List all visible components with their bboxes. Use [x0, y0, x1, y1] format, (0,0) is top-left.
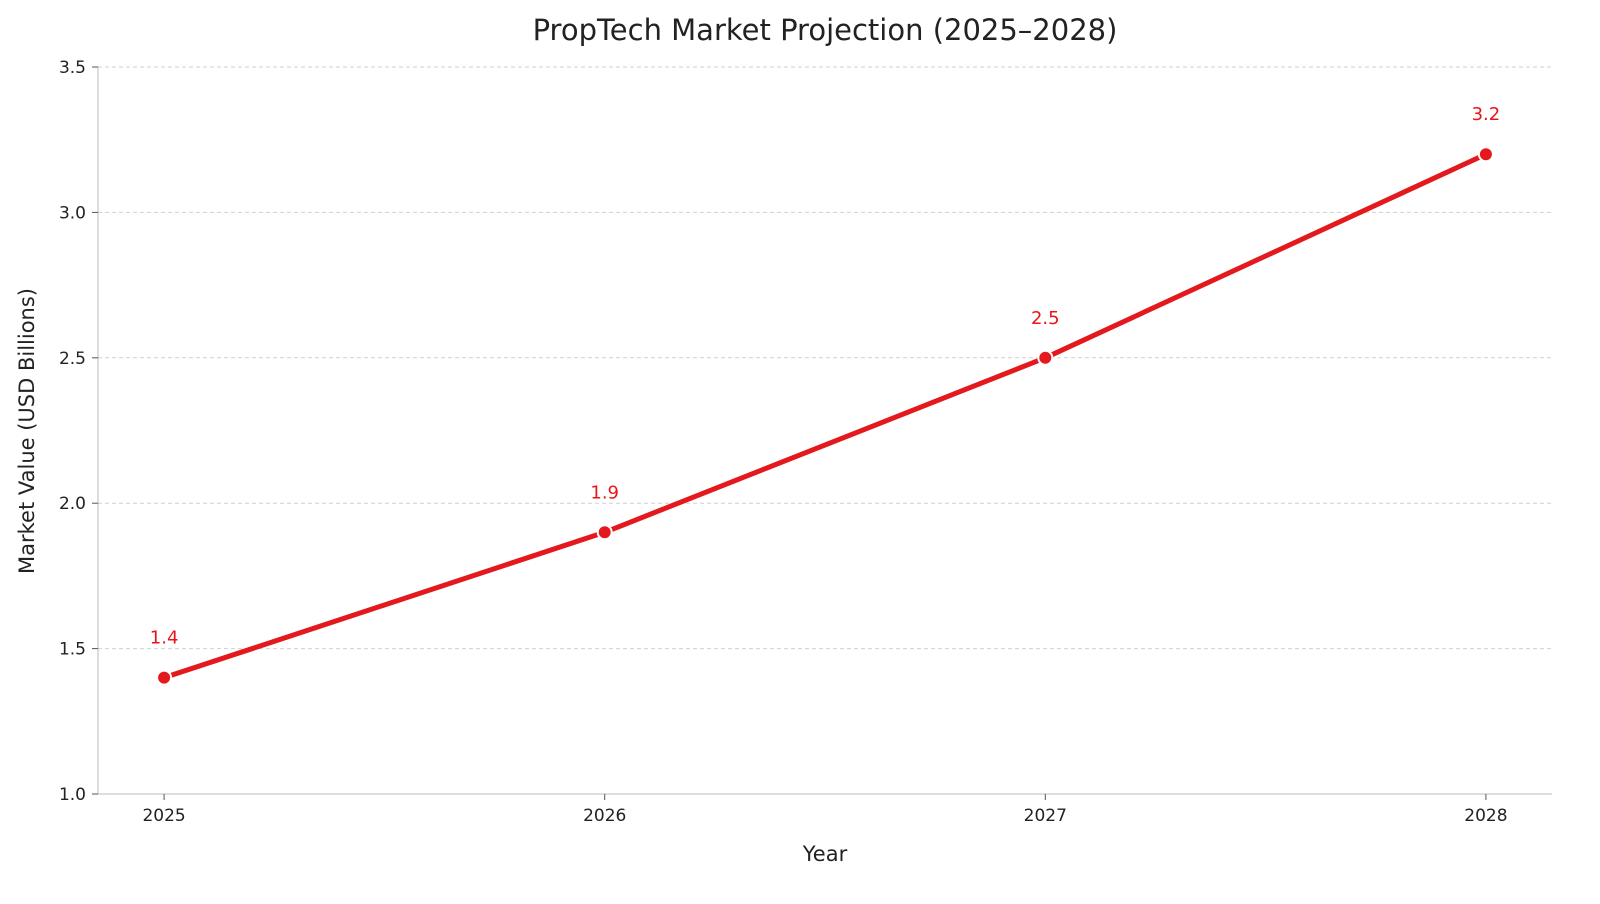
y-tick-label: 3.5: [59, 58, 86, 78]
series: 1.4 1.9 2.5 3.2: [150, 104, 1501, 686]
grid: [98, 66, 1552, 650]
y-axis-label: Market Value (USD Billions): [15, 288, 39, 574]
x-tick-label: 2026: [583, 806, 626, 826]
data-point: [596, 524, 613, 541]
y-tick-label: 3.0: [59, 203, 86, 223]
data-label: 1.9: [590, 482, 619, 503]
y-tick-label: 2.5: [59, 349, 86, 369]
data-point: [1477, 146, 1494, 163]
x-tick-label: 2028: [1464, 806, 1507, 826]
axes: [97, 67, 1552, 795]
data-point: [156, 669, 173, 686]
data-label: 2.5: [1031, 308, 1060, 329]
data-label: 3.2: [1472, 104, 1501, 125]
x-tick-label: 2027: [1024, 806, 1067, 826]
x-ticks: 2025 2026 2027 2028: [142, 794, 1508, 826]
data-point: [1037, 349, 1054, 366]
x-tick-label: 2025: [142, 806, 185, 826]
chart-title: PropTech Market Projection (2025–2028): [533, 13, 1118, 47]
y-tick-label: 1.0: [59, 785, 86, 805]
y-ticks: 1.0 1.5 2.0 2.5 3.0 3.5: [59, 58, 98, 805]
series-line: [161, 151, 1489, 681]
y-tick-label: 1.5: [59, 640, 86, 660]
data-label: 1.4: [150, 628, 179, 649]
x-axis-label: Year: [802, 842, 848, 866]
y-tick-label: 2.0: [59, 494, 86, 514]
